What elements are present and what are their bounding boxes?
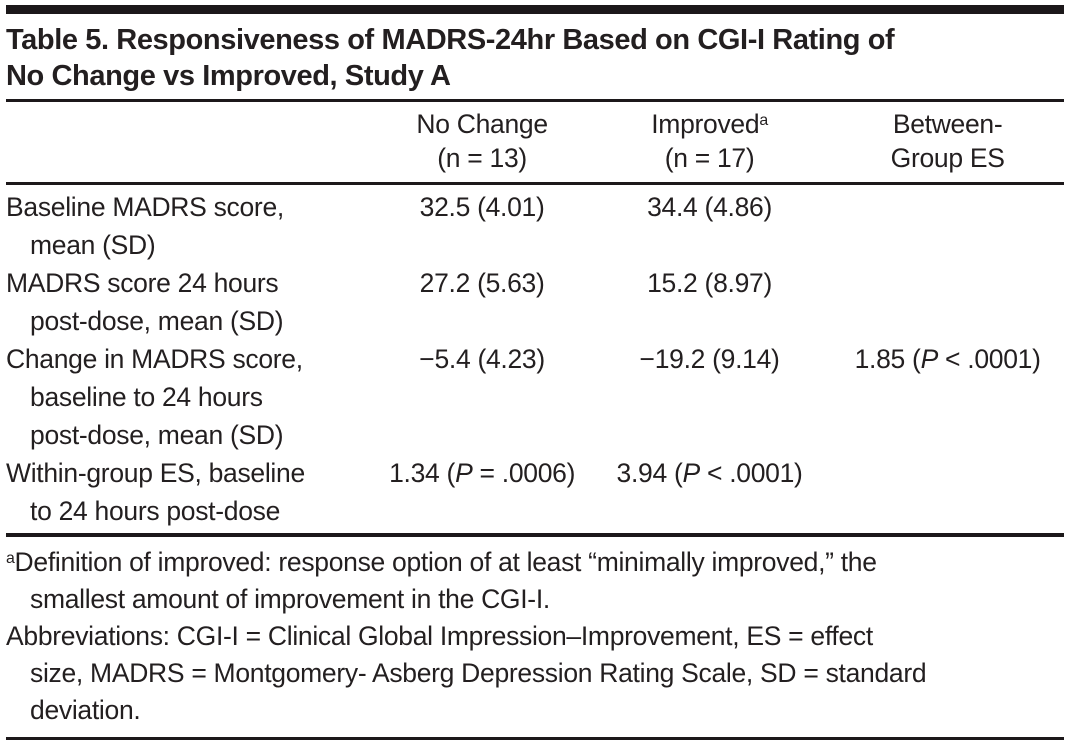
- header-cell-between-group-es: Between- Group ES: [831, 102, 1064, 185]
- value-text: 27.2 (5.63): [419, 268, 545, 298]
- row-label: MADRS score 24 hours post-dose, mean (SD…: [6, 268, 284, 336]
- table-header: No Change (n = 13) Improveda (n = 17) Be…: [6, 102, 1064, 185]
- title-divider-rule: [6, 99, 1064, 102]
- table-row-within-group-es: Within-group ES, baseline to 24 hours po…: [6, 454, 1064, 537]
- header-no-change-line2: (n = 13): [437, 143, 527, 173]
- cell-improved: 15.2 (8.97): [588, 264, 831, 340]
- table-row-change-madrs: Change in MADRS score, baseline to 24 ho…: [6, 340, 1064, 454]
- row-label: Baseline MADRS score, mean (SD): [6, 192, 284, 260]
- row-label: Change in MADRS score, baseline to 24 ho…: [6, 344, 303, 450]
- cell-no-change: 32.5 (4.01): [376, 184, 588, 265]
- value-text: 1.85 (: [854, 344, 921, 374]
- footnote-marker-a: a: [759, 112, 768, 130]
- value-text: 32.5 (4.01): [419, 192, 545, 222]
- footnote-abbreviations: Abbreviations: CGI-I = Clinical Global I…: [6, 621, 927, 725]
- value-text: 1.34 (: [389, 458, 456, 488]
- p-symbol: P: [455, 458, 473, 488]
- footnote-marker-a: a: [6, 550, 15, 568]
- header-cell-no-change: No Change (n = 13): [376, 102, 588, 185]
- header-between-line1: Between-: [892, 109, 1003, 139]
- value-text: = .0006): [472, 458, 576, 488]
- data-table: No Change (n = 13) Improveda (n = 17) Be…: [6, 102, 1064, 537]
- value-text: < .0001): [699, 458, 803, 488]
- row-label: Within-group ES, baseline to 24 hours po…: [6, 454, 377, 537]
- value-text: 34.4 (4.86): [647, 192, 772, 222]
- footnote-definition: aDefinition of improved: response option…: [6, 544, 1064, 618]
- header-no-change-line1: No Change: [416, 109, 548, 139]
- value-text: −19.2 (9.14): [639, 344, 780, 374]
- footnotes-section: aDefinition of improved: response option…: [6, 537, 1064, 735]
- value-text: 3.94 (: [616, 458, 683, 488]
- header-improved-label: Improved: [651, 109, 760, 139]
- p-symbol: P: [920, 344, 939, 374]
- table-row-baseline-madrs: Baseline MADRS score, mean (SD) 32.5 (4.…: [6, 184, 1064, 265]
- value-text: −5.4 (4.23): [419, 344, 545, 374]
- header-cell-improved: Improveda (n = 17): [587, 102, 832, 185]
- top-rule-thick: [6, 5, 1064, 14]
- cell-between-group-es: [831, 454, 1064, 537]
- cell-between-group-es: [831, 184, 1064, 265]
- cell-between-group-es: 1.85 (P < .0001): [831, 340, 1064, 454]
- cell-improved: 3.94 (P < .0001): [587, 454, 832, 537]
- value-text: < .0001): [937, 344, 1041, 374]
- cell-no-change: −5.4 (4.23): [376, 340, 588, 454]
- header-improved-line2: (n = 17): [664, 143, 755, 173]
- table-row-madrs-24h: MADRS score 24 hours post-dose, mean (SD…: [6, 264, 1064, 340]
- header-between-line2: Group ES: [890, 143, 1005, 173]
- footnote-definition-text: Definition of improved: response option …: [14, 547, 877, 614]
- cell-between-group-es: [831, 264, 1064, 340]
- table-title: Table 5. Responsiveness of MADRS-24hr Ba…: [6, 24, 895, 92]
- header-cell-empty: [6, 102, 377, 185]
- cell-no-change: 1.34 (P = .0006): [376, 454, 588, 537]
- cell-no-change: 27.2 (5.63): [376, 264, 588, 340]
- p-symbol: P: [682, 458, 701, 488]
- cell-improved: 34.4 (4.86): [588, 184, 831, 265]
- value-text: 15.2 (8.97): [647, 268, 772, 298]
- table-body: Baseline MADRS score, mean (SD) 32.5 (4.…: [6, 184, 1064, 537]
- header-improved-line1: Improveda: [588, 107, 831, 141]
- cell-improved: −19.2 (9.14): [588, 340, 831, 454]
- header-row: No Change (n = 13) Improveda (n = 17) Be…: [6, 102, 1064, 185]
